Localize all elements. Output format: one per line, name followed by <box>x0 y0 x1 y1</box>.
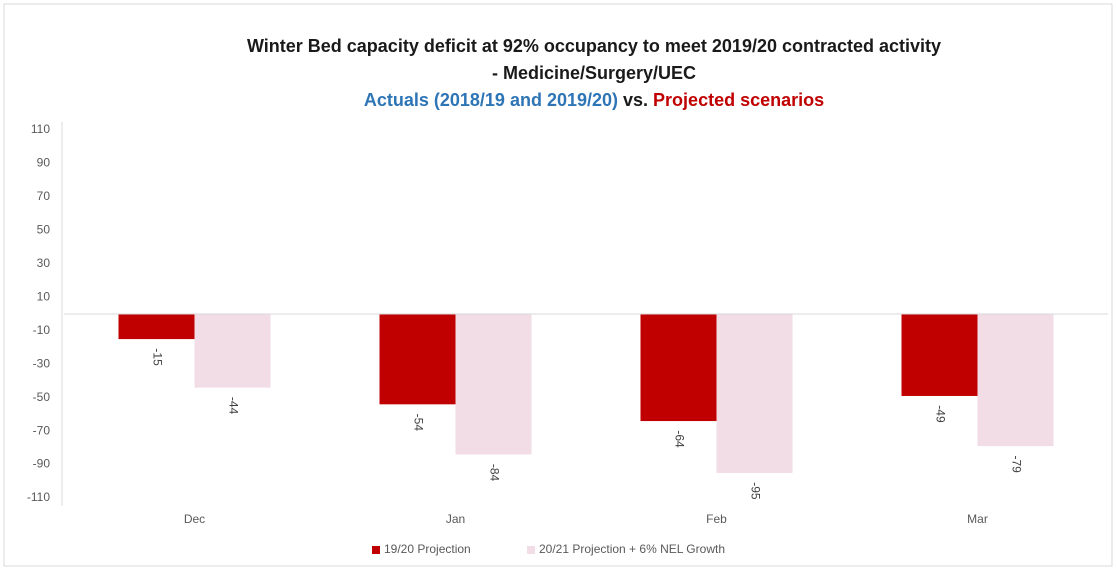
legend-label: 19/20 Projection <box>384 542 471 556</box>
bar <box>455 314 532 455</box>
bar <box>716 314 793 473</box>
y-tick-label: 30 <box>37 256 51 270</box>
legend-label: 20/21 Projection + 6% NEL Growth <box>539 542 725 556</box>
chart-subtitle: Actuals (2018/19 and 2019/20) vs. Projecte… <box>364 90 824 110</box>
x-tick-label: Jan <box>446 512 465 526</box>
legend-swatch <box>372 546 380 554</box>
data-label: -15 <box>150 348 164 366</box>
y-tick-label: -70 <box>33 423 51 437</box>
subtitle-part: Projected scenarios <box>653 90 824 110</box>
data-label: -95 <box>748 482 762 500</box>
data-label: -54 <box>411 414 425 432</box>
bar <box>194 314 271 388</box>
y-tick-label: 10 <box>37 289 51 303</box>
legend-swatch <box>527 546 535 554</box>
bar <box>379 314 456 405</box>
subtitle-part: vs. <box>623 90 648 110</box>
chart-frame <box>3 3 1113 567</box>
bar <box>977 314 1054 447</box>
x-tick-label: Dec <box>184 512 205 526</box>
data-label: -64 <box>672 430 686 448</box>
y-tick-label: -50 <box>33 390 51 404</box>
chart-title: Winter Bed capacity deficit at 92% occup… <box>247 36 941 56</box>
y-tick-label: 50 <box>37 223 51 237</box>
bar <box>118 314 195 340</box>
data-label: -49 <box>933 405 947 423</box>
y-tick-label: 90 <box>37 156 51 170</box>
data-label: -44 <box>226 397 240 415</box>
subtitle-part: Actuals (2018/19 and 2019/20) <box>364 90 618 110</box>
bar <box>901 314 978 396</box>
chart-title: - Medicine/Surgery/UEC <box>492 63 696 83</box>
data-label: -84 <box>487 464 501 482</box>
y-tick-label: 110 <box>31 122 50 136</box>
y-tick-label: -30 <box>33 356 51 370</box>
x-tick-label: Feb <box>706 512 727 526</box>
x-tick-label: Mar <box>967 512 988 526</box>
y-tick-label: -110 <box>27 490 50 504</box>
y-tick-label: 70 <box>37 189 51 203</box>
data-label: -79 <box>1009 455 1023 473</box>
y-tick-label: -10 <box>33 323 51 337</box>
y-tick-label: -90 <box>33 457 51 471</box>
bar <box>640 314 717 422</box>
